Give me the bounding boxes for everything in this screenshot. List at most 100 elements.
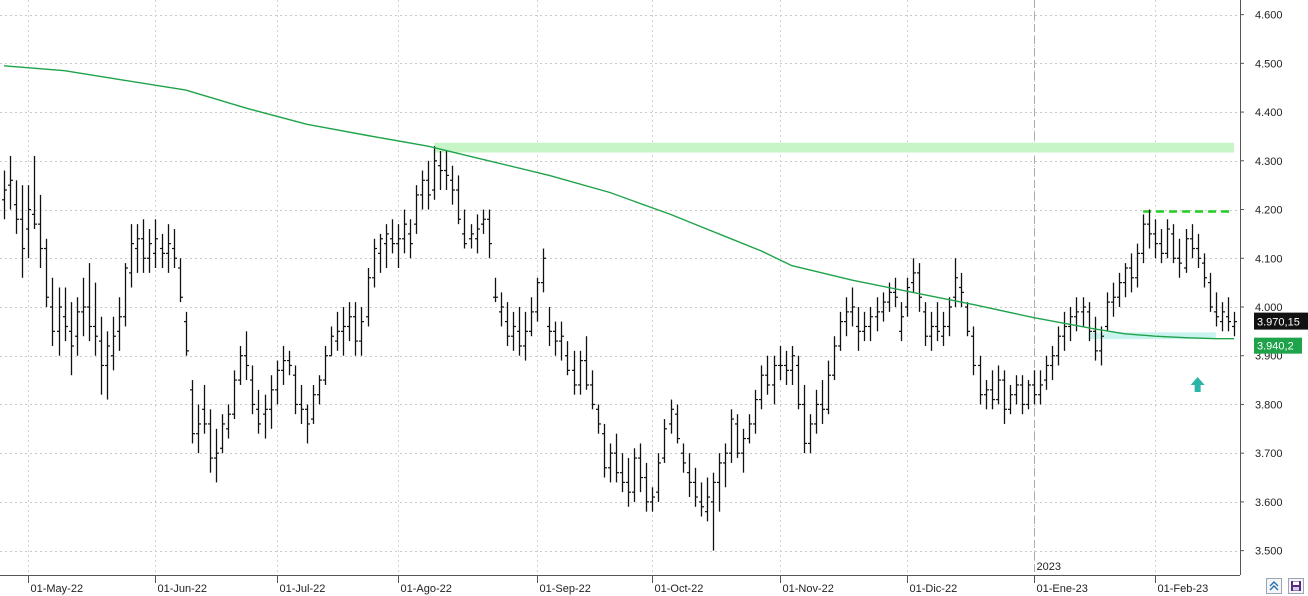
- ohlc-bar: [632, 448, 637, 502]
- ohlc-bar: [626, 458, 631, 507]
- ohlc-bar: [117, 297, 122, 351]
- ohlc-bar: [826, 360, 831, 415]
- y-tick-label: 4.600: [1255, 10, 1283, 22]
- ohlc-bar: [75, 297, 80, 356]
- value-labels: 3.970,15 3.940,2: [1190, 312, 1308, 392]
- ohlc-bar: [1177, 238, 1182, 278]
- ohlc-bar: [978, 355, 983, 405]
- ohlc-bar: [850, 287, 855, 327]
- ohlc-bar: [341, 306, 346, 356]
- ohlc-bar: [293, 365, 298, 415]
- ohlc-bar: [832, 336, 837, 381]
- ohlc-bar: [14, 180, 19, 234]
- ohlc-bar: [323, 345, 328, 385]
- ohlc-bar: [420, 170, 425, 210]
- ohlc-bar: [923, 302, 928, 346]
- ohlc-bar: [990, 370, 995, 410]
- y-tick-label: 4.500: [1255, 58, 1283, 70]
- ohlc-bar: [868, 306, 873, 342]
- ohlc-bar: [1081, 297, 1086, 327]
- collapse-up-button[interactable]: [1266, 578, 1282, 594]
- year-label: 2023: [1037, 561, 1061, 573]
- ohlc-bar: [178, 258, 183, 303]
- ohlc-bar: [214, 428, 219, 483]
- save-button[interactable]: [1288, 578, 1304, 594]
- ohlc-bar: [335, 311, 340, 351]
- ohlc-bar: [911, 258, 916, 293]
- ohlc-bar: [917, 263, 922, 312]
- ohlc-bar: [1123, 263, 1128, 298]
- ohlc-bar: [535, 277, 540, 322]
- ohlc-bar: [893, 277, 898, 307]
- ohlc-bar: [705, 477, 710, 522]
- ma-badge-label: 3.940,2: [1257, 341, 1294, 353]
- moving-average-line: [3, 65, 1234, 340]
- ohlc-bar: [1165, 219, 1170, 259]
- ohlc-bar: [475, 214, 480, 254]
- ohlc-bar: [329, 326, 334, 357]
- ohlc-bar: [462, 209, 467, 249]
- ohlc-bar: [63, 287, 68, 342]
- ohlc-bar: [172, 229, 177, 269]
- y-tick-label: 3.600: [1255, 497, 1283, 509]
- ohlc-bar: [614, 433, 619, 483]
- ohlc-bar: [881, 292, 886, 322]
- ohlc-bar: [232, 370, 237, 420]
- ohlc-bar: [414, 185, 419, 234]
- ohlc-bar: [1111, 282, 1116, 317]
- ohlc-bar: [1026, 380, 1031, 410]
- ohlc-bar: [50, 277, 55, 346]
- ohlc-bar: [1184, 229, 1189, 273]
- ohlc-bar: [875, 297, 880, 332]
- ohlc-bar: [511, 311, 516, 351]
- ohlc-bar: [299, 384, 304, 424]
- ohlc-bar: [656, 453, 661, 502]
- ohlc-bar: [638, 443, 643, 493]
- ohlc-bar: [147, 229, 152, 273]
- ohlc-bar: [808, 414, 813, 454]
- ohlc-bar: [565, 341, 570, 376]
- ohlc-bar: [238, 345, 243, 385]
- ohlc-bar: [432, 146, 437, 200]
- y-tick-label: 3.800: [1255, 399, 1283, 411]
- ohlc-bar: [1038, 370, 1043, 405]
- ohlc-bar: [814, 389, 819, 434]
- ohlc-bar: [202, 384, 207, 434]
- ohlc-bar: [317, 375, 322, 405]
- y-tick-label: 4.300: [1255, 156, 1283, 168]
- ohlc-bar: [899, 302, 904, 342]
- x-tick-label: 01-May-22: [31, 583, 84, 595]
- ohlc-bar: [735, 414, 740, 459]
- ohlc-bar: [1214, 292, 1219, 327]
- ohlc-bar: [784, 350, 789, 385]
- chevron-up-icon: [1269, 581, 1279, 591]
- ohlc-bar: [620, 453, 625, 493]
- ohlc-bar: [971, 326, 976, 376]
- ohlc-bar: [256, 389, 261, 434]
- ohlc-bar: [499, 292, 504, 327]
- ohlc-bar: [426, 160, 431, 210]
- ohlc-bar: [959, 272, 964, 307]
- ohlc-bar: [141, 219, 146, 273]
- ohlc-bar: [1008, 384, 1013, 415]
- ohlc-bar: [1014, 375, 1019, 405]
- ohlc-bar: [1105, 292, 1110, 332]
- ohlc-bar: [1129, 253, 1134, 293]
- ohlc-bar: [1153, 219, 1158, 259]
- ohlc-bar: [99, 316, 104, 395]
- x-tick-label: 01-Sep-22: [540, 583, 591, 595]
- ohlc-bar: [444, 151, 449, 191]
- y-tick-label: 3.700: [1255, 448, 1283, 460]
- ohlc-bar: [2, 170, 7, 220]
- ohlc-bar: [517, 306, 522, 356]
- ohlc-bar: [578, 350, 583, 395]
- y-tick-label: 4.100: [1255, 253, 1283, 265]
- ohlc-bar: [553, 321, 558, 356]
- ohlc-bar: [493, 277, 498, 303]
- x-tick-label: 01-Jul-22: [280, 583, 326, 595]
- ohlc-bar: [57, 287, 62, 356]
- price-bars: [2, 146, 1237, 551]
- x-tick-label: 01-Nov-22: [783, 583, 834, 595]
- y-tick-label: 4.000: [1255, 302, 1283, 314]
- ohlc-bar: [1062, 311, 1067, 351]
